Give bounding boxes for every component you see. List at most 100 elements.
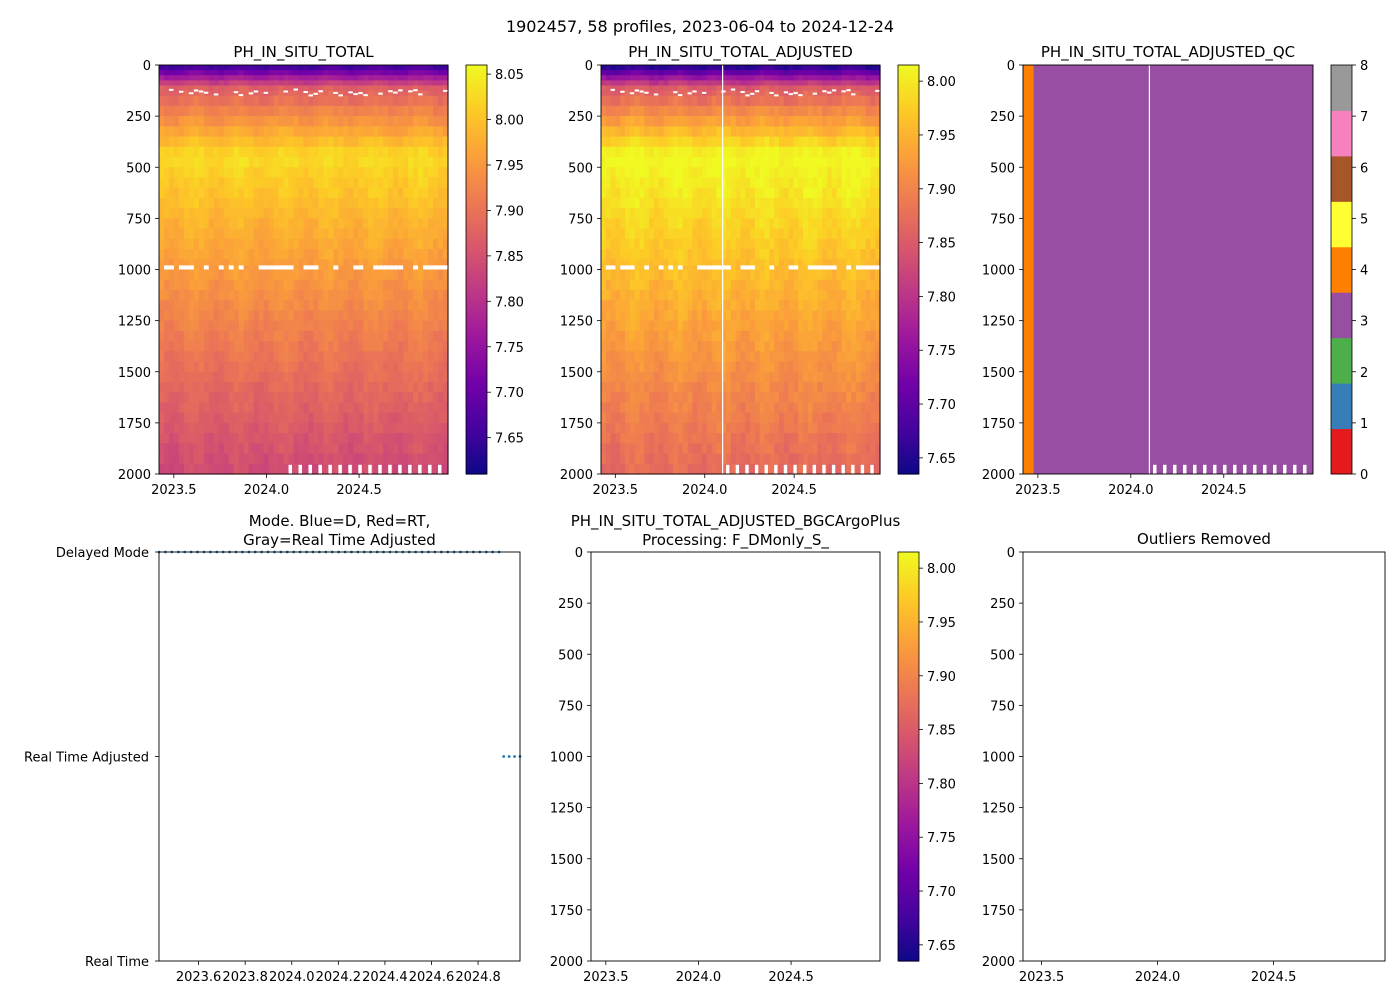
heatmap-cell	[243, 320, 250, 332]
heatmap-cell	[438, 136, 444, 148]
heatmap-cell	[803, 351, 809, 363]
heatmap-cell	[248, 259, 255, 269]
heatmap-cell	[769, 65, 775, 71]
heatmap-cell	[218, 269, 225, 281]
heatmap-cell	[238, 208, 245, 219]
heatmap-cell	[348, 259, 354, 269]
heatmap-cell	[428, 392, 434, 404]
heatmap-cell	[807, 187, 814, 199]
heatmap-cell	[687, 208, 693, 219]
heatmap-cell	[812, 80, 819, 87]
heatmap-cell	[373, 218, 379, 230]
heatmap-cell	[403, 157, 409, 168]
heatmap-cell	[711, 90, 718, 97]
heatmap-cell	[348, 70, 354, 76]
heatmap-cell	[807, 116, 814, 127]
heatmap-cell	[193, 80, 200, 87]
heatmap-cell	[735, 157, 742, 168]
heatmap-cell	[223, 228, 230, 240]
colorbar-gradient-cell	[466, 272, 487, 277]
heatmap-cell	[413, 361, 419, 373]
heatmap-cell	[198, 463, 205, 475]
heatmap-cell	[716, 320, 722, 332]
heatmap-cell	[682, 412, 689, 424]
heatmap-cell	[328, 330, 334, 342]
heatmap-cell	[793, 249, 799, 260]
heatmap-cell	[822, 95, 828, 107]
heatmap-cell	[178, 167, 185, 179]
heatmap-cell	[653, 392, 660, 404]
heatmap-cell	[443, 289, 449, 301]
heatmap-cell	[363, 402, 369, 414]
heatmap-cell	[764, 167, 770, 179]
heatmap-cell	[308, 80, 315, 87]
heatmap-cell	[774, 70, 780, 76]
heatmap-cell	[677, 392, 684, 404]
heatmap-cell	[323, 177, 330, 189]
heatmap-cell	[812, 320, 819, 332]
heatmap-cell	[750, 197, 756, 209]
heatmap-cell	[605, 341, 612, 352]
heatmap-cell	[759, 238, 766, 250]
heatmap-cell	[817, 85, 823, 92]
heatmap-cell	[443, 157, 449, 168]
heatmap-cell	[677, 177, 684, 189]
heatmap-cell	[333, 136, 339, 148]
heatmap-cell	[203, 310, 210, 322]
heatmap-cell	[817, 443, 823, 455]
heatmap-cell	[283, 422, 290, 434]
heatmap-cell	[759, 361, 766, 373]
missing-data-cell	[178, 265, 185, 270]
heatmap-cell	[639, 453, 645, 465]
heatmap-cell	[408, 259, 414, 269]
heatmap-cell	[735, 238, 742, 250]
heatmap-cell	[318, 85, 325, 92]
heatmap-cell	[754, 433, 761, 444]
heatmap-cell	[653, 75, 660, 81]
heatmap-cell	[198, 116, 205, 127]
heatmap-cell	[188, 218, 195, 230]
heatmap-cell	[677, 80, 684, 87]
heatmap-cell	[418, 167, 424, 179]
heatmap-cell	[658, 85, 665, 92]
missing-data-cell	[644, 265, 650, 270]
heatmap-cell	[208, 75, 215, 81]
heatmap-cell	[393, 259, 399, 269]
heatmap-cell	[288, 70, 295, 76]
heatmap-cell	[750, 228, 756, 240]
heatmap-cell	[208, 320, 215, 332]
heatmap-cell	[183, 330, 190, 342]
heatmap-cell	[687, 402, 693, 414]
heatmap-cell	[730, 330, 737, 342]
heatmap-cell	[373, 85, 379, 92]
heatmap-cell	[620, 238, 626, 250]
heatmap-cell	[649, 75, 655, 81]
heatmap-cell	[726, 116, 732, 127]
colorbar-gradient-cell	[466, 232, 487, 237]
heatmap-cell	[428, 75, 434, 81]
heatmap-cell	[248, 351, 255, 363]
missing-data-cell	[677, 94, 683, 97]
heatmap-cell	[303, 249, 310, 260]
heatmap-cell	[313, 75, 320, 81]
heatmap-cell	[443, 65, 449, 71]
heatmap-cell	[601, 249, 607, 260]
heatmap-cell	[711, 65, 718, 71]
heatmap-cell	[697, 218, 703, 230]
heatmap-cell	[383, 75, 389, 81]
heatmap-cell	[173, 85, 180, 92]
heatmap-cell	[711, 330, 718, 342]
heatmap-cell	[697, 320, 703, 332]
heatmap-cell	[605, 361, 612, 373]
heatmap-cell	[213, 90, 220, 97]
missing-data-cell	[168, 88, 174, 91]
heatmap-cell	[403, 187, 409, 199]
heatmap-cell	[193, 238, 200, 250]
heatmap-cell	[368, 146, 374, 158]
heatmap-cell	[243, 351, 250, 363]
heatmap-cell	[333, 412, 339, 424]
heatmap-cell	[398, 85, 404, 92]
heatmap-cell	[706, 351, 713, 363]
heatmap-cell	[769, 177, 775, 189]
heatmap-cell	[620, 208, 626, 219]
